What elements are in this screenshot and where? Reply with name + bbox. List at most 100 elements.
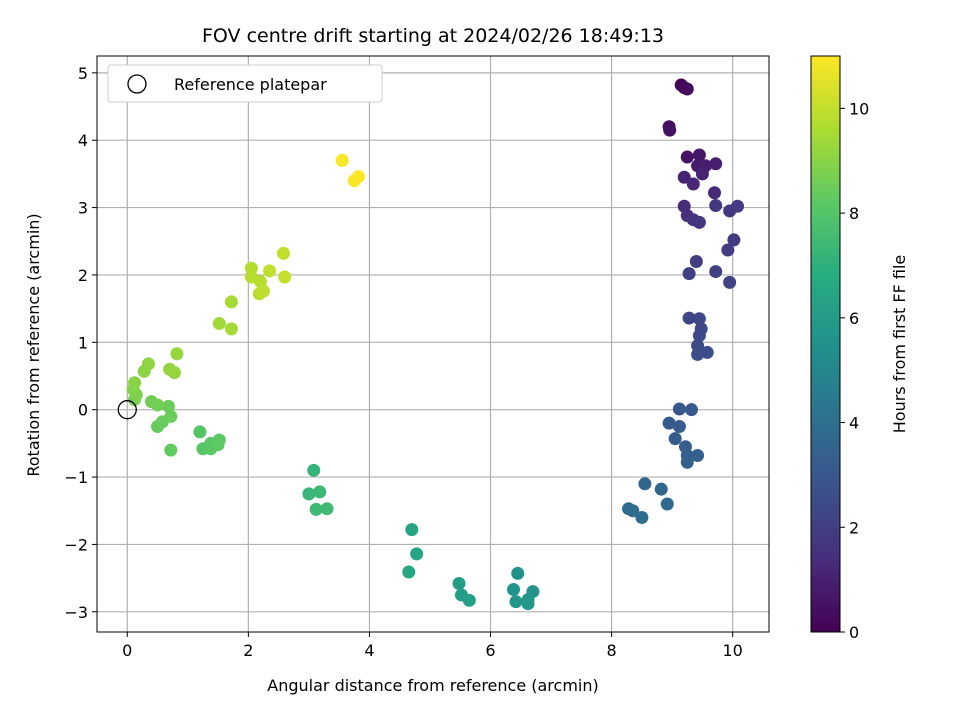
- data-point: [668, 432, 682, 446]
- data-point: [509, 595, 523, 609]
- data-point: [682, 267, 696, 281]
- data-point: [224, 295, 238, 309]
- data-point: [170, 347, 184, 361]
- axes: 0 2 4 6 8 10 −3 −2 −1 0 1 2 3 4 5: [64, 55, 770, 660]
- data-point: [626, 504, 640, 518]
- data-points: [126, 78, 745, 611]
- data-point: [663, 123, 677, 137]
- data-point: [128, 376, 142, 390]
- data-point: [313, 485, 327, 499]
- data-point: [307, 463, 321, 477]
- data-point: [721, 243, 735, 257]
- data-point: [164, 409, 178, 423]
- y-tick-label: −3: [64, 603, 88, 622]
- data-point: [695, 167, 709, 181]
- data-point: [167, 366, 181, 380]
- data-point: [677, 170, 691, 184]
- data-point: [660, 497, 674, 511]
- y-tick-label: 5: [78, 64, 88, 83]
- colorbar: 0 2 4 6 8 10: [810, 55, 869, 642]
- y-tick-label: −2: [64, 535, 88, 554]
- data-point: [686, 177, 700, 191]
- data-point: [638, 477, 652, 491]
- data-point: [680, 455, 694, 469]
- data-point: [462, 593, 476, 607]
- data-point: [700, 345, 714, 359]
- data-point: [672, 420, 686, 434]
- data-point: [256, 284, 270, 298]
- colorbar-tick-label: 8: [849, 204, 859, 223]
- data-point: [164, 443, 178, 457]
- x-tick-label: 10: [722, 641, 742, 660]
- data-point: [708, 186, 722, 200]
- legend-box: [107, 64, 383, 103]
- data-point: [410, 547, 424, 561]
- y-axis-label: Rotation from reference (arcmin): [24, 213, 43, 476]
- colorbar-tick-label: 4: [849, 414, 859, 433]
- data-point: [680, 150, 694, 164]
- data-point: [654, 482, 668, 496]
- reference-marker: [117, 400, 137, 420]
- y-tick-label: 2: [78, 266, 88, 285]
- x-tick-label: 4: [364, 641, 374, 660]
- colorbar-tick-label: 10: [849, 99, 869, 118]
- colorbar-label: Hours from first FF file: [890, 255, 909, 434]
- data-point: [507, 583, 521, 597]
- data-point: [709, 199, 723, 213]
- legend: Reference platepar: [107, 64, 383, 103]
- data-point: [692, 312, 706, 326]
- data-point: [731, 199, 745, 213]
- legend-marker: [127, 74, 147, 94]
- plot-frame: [96, 55, 770, 633]
- data-point: [692, 148, 706, 162]
- data-point: [193, 425, 207, 439]
- data-point: [309, 502, 323, 516]
- data-point: [682, 311, 696, 325]
- chart-title: FOV centre drift starting at 2024/02/26 …: [202, 25, 664, 47]
- colorbar-tick-label: 6: [849, 309, 859, 328]
- x-axis-label: Angular distance from reference (arcmin): [267, 676, 598, 695]
- data-point: [680, 82, 694, 96]
- data-point: [405, 523, 419, 537]
- data-point: [141, 357, 155, 371]
- data-point: [723, 275, 737, 289]
- data-point: [635, 510, 649, 524]
- y-tick-label: 3: [78, 199, 88, 218]
- data-point: [727, 233, 741, 247]
- data-point: [689, 254, 703, 268]
- y-tick-label: 0: [78, 401, 88, 420]
- colorbar-tick-label: 2: [849, 518, 859, 537]
- data-point: [691, 448, 705, 462]
- data-point: [276, 246, 290, 260]
- colorbar-tick-label: 0: [849, 623, 859, 642]
- data-point: [302, 487, 316, 501]
- x-tick-label: 2: [243, 641, 253, 660]
- data-point: [224, 322, 238, 336]
- data-point: [402, 565, 416, 579]
- data-point: [692, 329, 706, 343]
- data-point: [692, 215, 706, 229]
- data-point: [263, 264, 277, 278]
- data-point: [151, 398, 165, 412]
- data-point: [672, 402, 686, 416]
- y-tick-label: 1: [78, 333, 88, 352]
- data-point: [709, 157, 723, 171]
- data-point: [278, 270, 292, 284]
- data-point: [691, 347, 705, 361]
- data-point: [709, 265, 723, 279]
- data-point: [685, 403, 699, 417]
- data-point: [521, 597, 535, 611]
- colorbar-gradient: [810, 55, 841, 633]
- data-point: [212, 316, 226, 330]
- data-point: [320, 502, 334, 516]
- data-point: [161, 399, 175, 413]
- data-point: [211, 438, 225, 452]
- grid-lines: [97, 56, 769, 632]
- y-tick-label: 4: [78, 131, 88, 150]
- reference-point: [117, 400, 137, 420]
- legend-entry-reference: Reference platepar: [174, 75, 327, 94]
- x-tick-label: 6: [485, 641, 495, 660]
- data-point: [662, 416, 676, 430]
- data-point: [352, 170, 366, 184]
